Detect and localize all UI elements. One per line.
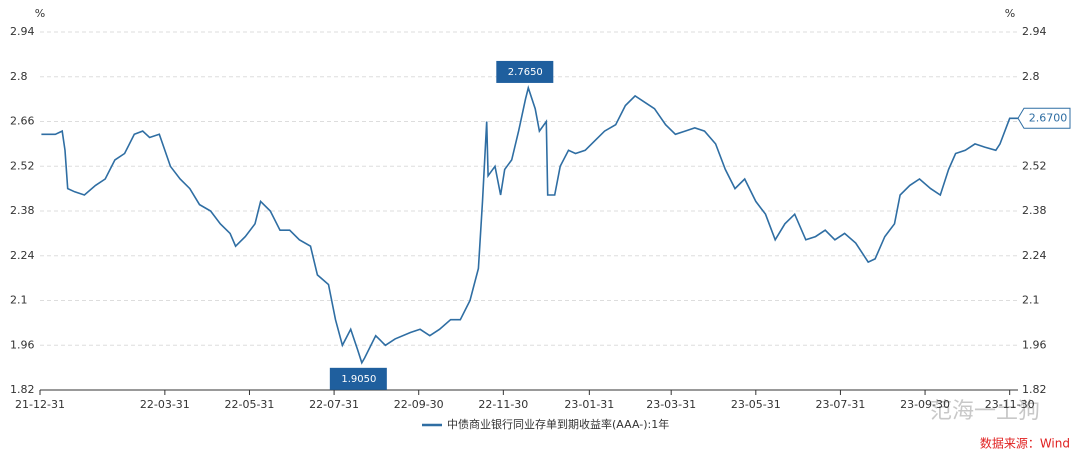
- y-tick-label: 2.24: [10, 249, 35, 262]
- x-tick-label: 22-11-30: [478, 398, 528, 411]
- y2-tick-label: 2.94: [1022, 25, 1047, 38]
- x-tick-label: 22-07-31: [309, 398, 359, 411]
- y-tick-label: 2.52: [10, 159, 35, 172]
- annotation-box: [496, 60, 554, 83]
- source: 数据来源：Wind: [980, 436, 1070, 451]
- y-tick-label: 1.96: [10, 338, 35, 351]
- watermark: 范海一土狗: [930, 399, 1040, 424]
- y-unit: %: [35, 7, 45, 20]
- annotation-box: [329, 367, 387, 390]
- annotation-label: 2.7650: [508, 67, 543, 78]
- y2-tick-label: 2.8: [1022, 70, 1040, 83]
- x-tick-label: 22-05-31: [225, 398, 275, 411]
- y-tick-label: 2.94: [10, 25, 35, 38]
- y-tick-label: 2.8: [10, 70, 28, 83]
- annotation-box: [1017, 107, 1071, 129]
- x-tick-label: 23-11-30: [985, 398, 1035, 411]
- x-tick-label: 21-12-31: [15, 398, 65, 411]
- annotation-label: 1.9050: [341, 374, 376, 385]
- x-tick-label: 22-03-31: [140, 398, 190, 411]
- x-tick-label: 23-05-31: [731, 398, 781, 411]
- x-tick-label: 23-03-31: [646, 398, 696, 411]
- y2-tick-label: 2.38: [1022, 204, 1047, 217]
- y-tick-label: 2.66: [10, 115, 35, 128]
- y2-tick-label: 1.82: [1022, 383, 1047, 396]
- y-tick-label: 1.82: [10, 383, 35, 396]
- annotation-label: 2.6700: [1029, 111, 1068, 124]
- y2-unit: %: [1005, 7, 1015, 20]
- x-tick-label: 23-07-31: [815, 398, 865, 411]
- y-tick-label: 2.38: [10, 204, 35, 217]
- y2-tick-label: 2.24: [1022, 249, 1047, 262]
- x-tick-label: 23-09-30: [900, 398, 950, 411]
- line: [41, 85, 1018, 365]
- y2-tick-label: 2.52: [1022, 159, 1047, 172]
- y-tick-label: 2.1: [10, 294, 28, 307]
- y2-tick-label: 2.1: [1022, 294, 1040, 307]
- y2-tick-label: 1.96: [1022, 338, 1047, 351]
- x-tick-label: 22-09-30: [394, 398, 444, 411]
- x-tick-label: 23-01-31: [564, 398, 614, 411]
- legend-label: 中债商业银行同业存单到期收益率(AAA-):1年: [447, 417, 669, 431]
